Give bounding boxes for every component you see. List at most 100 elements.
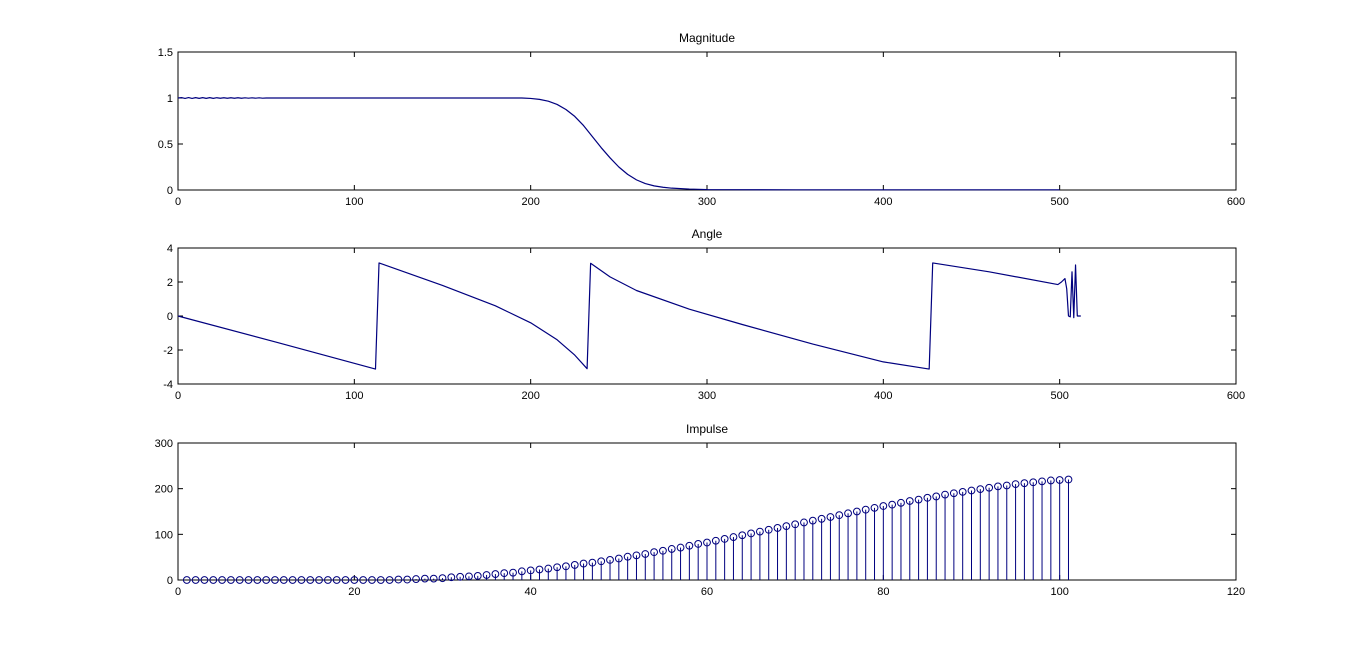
impulse-y-tick-label: 100	[155, 529, 173, 541]
impulse-stem-marker	[835, 511, 844, 520]
impulse-stem-marker	[888, 500, 897, 509]
impulse-stem-marker	[279, 576, 288, 584]
impulse-stem-marker	[861, 505, 870, 514]
impulse-stem-marker	[791, 520, 800, 529]
magnitude-title: Magnitude	[679, 31, 735, 45]
impulse-stem-marker	[773, 524, 782, 532]
impulse-axes: 0 20 40 60 80 100 120 0 100 200 300 Impulse	[155, 422, 1246, 598]
magnitude-plot-area	[177, 51, 1237, 191]
impulse-stem-marker	[491, 570, 500, 578]
impulse-stem-marker	[844, 509, 852, 518]
impulse-stem-marker	[562, 562, 570, 571]
angle-plot-area	[177, 247, 1237, 385]
impulse-stem-marker	[976, 485, 985, 494]
impulse-x-tick-label: 0	[175, 586, 181, 598]
impulse-stem-marker	[394, 575, 403, 584]
impulse-stem-marker	[218, 576, 226, 584]
magnitude-x-tick-label: 100	[345, 196, 363, 208]
impulse-stem-marker	[703, 538, 711, 547]
impulse-stem-marker	[1038, 477, 1046, 486]
impulse-x-tick-label: 120	[1227, 586, 1245, 598]
impulse-stem-marker	[932, 492, 941, 501]
impulse-stem-marker	[1020, 479, 1029, 488]
impulse-stem-marker	[985, 483, 994, 492]
impulse-stem-marker	[447, 573, 456, 582]
impulse-stem-marker	[623, 552, 632, 561]
magnitude-x-tick-label: 200	[521, 196, 539, 208]
impulse-stem-marker	[650, 548, 658, 557]
impulse-stem-marker	[456, 572, 465, 581]
impulse-x-tick-label: 40	[525, 586, 537, 598]
impulse-x-tick-label: 60	[701, 586, 713, 598]
impulse-stem-marker	[685, 541, 694, 550]
impulse-title: Impulse	[686, 422, 728, 436]
magnitude-x-tick-label: 500	[1050, 196, 1068, 208]
impulse-stem-marker	[368, 576, 376, 584]
impulse-stem-marker	[1002, 481, 1011, 490]
angle-x-tick-label: 400	[874, 390, 892, 402]
impulse-stem-marker	[341, 576, 350, 584]
angle-series-line	[177, 262, 1081, 370]
impulse-y-tick-label: 300	[155, 438, 173, 450]
impulse-stem-marker	[756, 527, 764, 536]
angle-title: Angle	[692, 227, 723, 241]
impulse-stem-marker	[482, 571, 491, 579]
impulse-stem-marker	[720, 535, 729, 543]
impulse-stem-marker	[544, 564, 553, 573]
magnitude-y-tick-label: 1	[167, 93, 173, 105]
impulse-stem-marker	[1011, 480, 1020, 489]
impulse-stem-marker	[738, 531, 747, 540]
magnitude-x-tick-label: 300	[698, 196, 716, 208]
impulse-stem-marker	[852, 507, 861, 516]
impulse-stem-marker	[535, 565, 544, 574]
impulse-stem-marker	[764, 525, 773, 534]
magnitude-x-tick-label: 0	[175, 196, 181, 208]
magnitude-axes: 0 100 200 300 400 500 600 0 0.5 1 1.5 Magnitude	[158, 31, 1245, 208]
impulse-stem-marker	[817, 514, 826, 523]
impulse-stem-marker	[570, 561, 579, 569]
impulse-stem-marker	[905, 497, 914, 505]
impulse-stem-marker	[694, 540, 703, 548]
impulse-stem-marker	[914, 495, 923, 504]
magnitude-series-line	[177, 96, 1060, 191]
impulse-stem-marker	[403, 575, 412, 584]
angle-y-tick-label: 2	[167, 277, 173, 289]
impulse-stem-marker	[359, 576, 368, 584]
magnitude-y-tick-label: 1.5	[158, 47, 173, 59]
impulse-stem-marker	[473, 571, 482, 580]
impulse-stem-marker	[614, 554, 623, 563]
impulse-stem-marker	[253, 576, 262, 584]
impulse-y-tick-label: 200	[155, 484, 173, 496]
angle-axes: 0 100 200 300 400 500 600 -4 -2 0 2 4 Angle	[163, 227, 1245, 402]
impulse-stem-marker	[941, 490, 949, 499]
impulse-stem-marker	[958, 487, 967, 496]
impulse-stem-marker	[1055, 476, 1064, 484]
impulse-stem-marker	[808, 516, 817, 525]
impulse-stem-marker	[227, 576, 235, 584]
impulse-stem-marker	[385, 576, 394, 584]
magnitude-x-tick-label: 400	[874, 196, 892, 208]
impulse-stem-marker	[949, 489, 958, 498]
impulse-stem-marker	[606, 556, 614, 564]
impulse-stem-marker	[747, 529, 755, 538]
impulse-stem-marker	[579, 559, 588, 568]
impulse-stem-marker	[262, 576, 271, 584]
impulse-stem-marker	[632, 551, 641, 560]
impulse-stem-marker	[553, 563, 562, 572]
angle-x-tick-label: 300	[698, 390, 716, 402]
impulse-stem-marker	[897, 498, 905, 507]
angle-y-tick-label: 4	[167, 243, 173, 255]
impulse-stem-marker	[350, 576, 359, 584]
impulse-y-tick-label: 0	[167, 575, 173, 587]
impulse-stem-marker	[306, 576, 315, 584]
impulse-stem-marker	[200, 576, 209, 584]
impulse-stem-marker	[676, 543, 685, 552]
angle-x-tick-label: 200	[521, 390, 539, 402]
impulse-stem-marker	[500, 569, 509, 578]
impulse-x-tick-label: 80	[877, 586, 889, 598]
impulse-stem-marker	[711, 536, 720, 545]
impulse-stem-marker	[659, 546, 667, 555]
impulse-stem-marker	[235, 576, 244, 584]
impulse-stem-marker	[800, 518, 808, 527]
impulse-stem-marker	[994, 482, 1002, 491]
